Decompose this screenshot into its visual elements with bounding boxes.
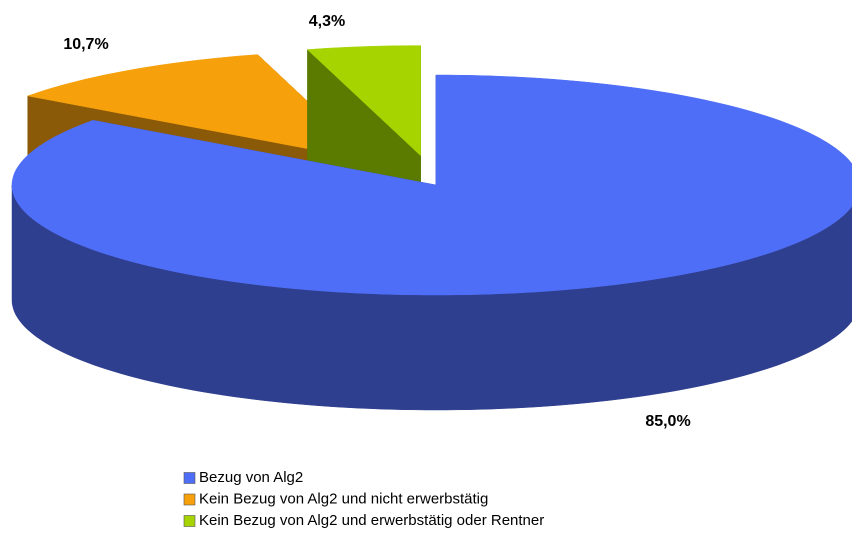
legend-label: Kein Bezug von Alg2 und erwerbstätig ode… bbox=[199, 512, 544, 529]
legend-label: Kein Bezug von Alg2 und nicht erwerbstät… bbox=[199, 490, 488, 507]
legend-swatch bbox=[183, 515, 196, 527]
slice bbox=[306, 45, 421, 157]
legend-swatch bbox=[183, 493, 196, 506]
legend-label: Bezug von Alg2 bbox=[199, 469, 303, 486]
slice bbox=[11, 74, 852, 296]
data-label: 4,3% bbox=[309, 13, 345, 30]
data-label: 85,0% bbox=[645, 413, 690, 430]
data-label: 10,7% bbox=[63, 36, 108, 53]
slice bbox=[26, 54, 372, 162]
legend-swatch bbox=[183, 472, 196, 484]
